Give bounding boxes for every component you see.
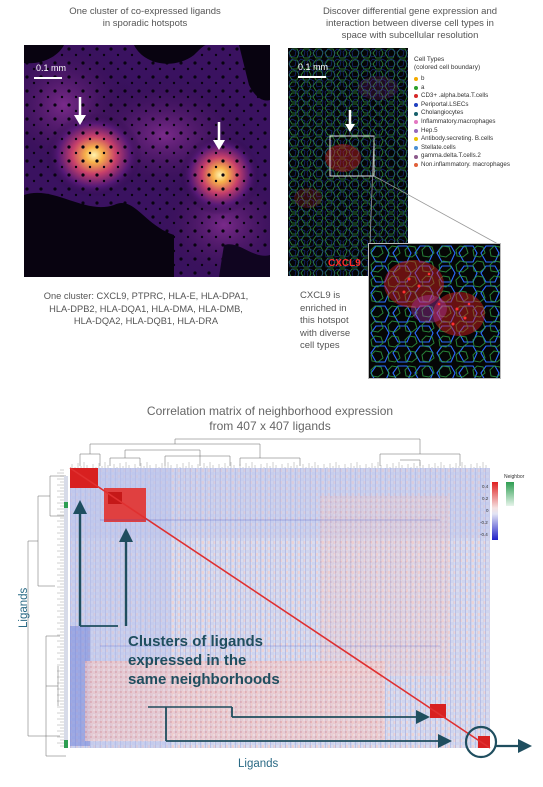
left-dendrogram: [27, 475, 66, 757]
legend-swatch: [414, 85, 418, 90]
colorbar: [492, 482, 498, 540]
row-annotation-bar: [64, 476, 68, 748]
colorbar-tick-3: 0: [486, 508, 489, 513]
left-dendrogram-ticks: [57, 469, 64, 747]
hotspot-caption-line-2: in sporadic hotspots: [102, 18, 188, 29]
legend-item: Antibody.secreting. B.cells: [414, 135, 540, 144]
legend-label: Hep.5: [421, 126, 438, 134]
cluster-text-line-1: One cluster: CXCL9, PTPRC, HLA-E, HLA-DP…: [43, 291, 249, 301]
celltype-caption-line-1: Discover differential gene expression an…: [322, 6, 498, 17]
legend-label: Antibody.secreting. B.cells: [421, 135, 494, 143]
cluster-text-line-2: HLA-DPB2, HLA-DQA1, HLA-DMA, HLA-DMB,: [49, 303, 243, 314]
row-annotation-mark: [64, 502, 68, 508]
row-annotation-mark-bottom: [64, 740, 68, 748]
legend-swatch: [414, 163, 418, 168]
celltype-caption: Discover differential gene expression an…: [290, 6, 530, 42]
matrix-title-line-1: Correlation matrix of neighborhood expre…: [146, 404, 394, 418]
colorbar-tick-5: -0.4: [480, 532, 488, 537]
colorbar-title: Neighbor: [504, 474, 525, 480]
cluster-text: One cluster: CXCL9, PTPRC, HLA-E, HLA-DP…: [20, 290, 272, 328]
celltype-map-image: 0.1 mm CXCL9: [288, 48, 408, 276]
legend-item: Inflammatory.macrophages: [414, 118, 540, 127]
legend-swatch: [414, 77, 418, 82]
legend-label: gamma.delta.T.cells.2: [421, 152, 481, 160]
celltype-map-graphic: [288, 48, 408, 276]
legend-item: b: [414, 75, 540, 84]
scale-label: 0.1 mm: [36, 63, 67, 73]
hotspot-heatmap-image: 0.1 mm: [24, 45, 270, 277]
callout-arrows: [73, 500, 532, 759]
legend-list: b a CD3+ .alpha.beta.T.cells Periportal.LSE…: [414, 75, 540, 170]
matrix-title-line-2: from 407 x 407 ligands: [209, 419, 331, 433]
legend-title-line-2: (colored cell boundary): [414, 64, 481, 71]
legend-title-line-1: Cell Types: [414, 56, 445, 63]
legend-item: Periportal.LSECs: [414, 101, 540, 110]
correlation-matrix: Neighbor 0.4 0.2 0 -0.2 -0.4: [27, 438, 532, 759]
top-dendrogram-ticks: [71, 462, 487, 468]
legend-label: Non.inflammatory. macrophages: [421, 160, 510, 168]
celltype-scale-label: 0.1 mm: [298, 62, 329, 72]
colorbar-tick-4: -0.2: [480, 520, 488, 525]
legend-label: a: [421, 83, 425, 91]
legend-item: a: [414, 84, 540, 93]
enriched-text-line-5: cell types: [300, 340, 340, 351]
legend-swatch: [414, 137, 418, 142]
callout-line-3: same neighborhoods: [128, 671, 280, 688]
hotspot-caption: One cluster of co-expressed ligands in s…: [20, 6, 270, 30]
enriched-text: CXCL9 is enriched in this hotspot with d…: [300, 290, 364, 353]
hotspot-heatmap-graphic: [24, 45, 270, 277]
legend-swatch: [414, 120, 418, 125]
neighbor-colorbar: [506, 482, 514, 506]
celltype-caption-line-3: space with subcellular resolution: [341, 30, 479, 41]
legend-swatch: [414, 103, 418, 108]
hotspot-arrows: [74, 97, 225, 150]
legend-swatch: [414, 146, 418, 151]
legend-swatch: [414, 128, 418, 133]
celltype-legend: Cell Types (colored cell boundary) b a CD3…: [414, 56, 540, 170]
celltype-zoom-image: [368, 243, 501, 379]
x-axis-label: Ligands: [238, 758, 279, 770]
celltype-scale-bar: [298, 76, 326, 78]
legend-swatch: [414, 111, 418, 116]
legend-label: Periportal.LSECs: [421, 100, 469, 108]
legend-swatch: [414, 154, 418, 159]
legend-label: Cholangiocytes: [421, 109, 464, 117]
matrix-heatmap: [69, 467, 491, 749]
enriched-text-line-2: enriched in: [300, 302, 347, 314]
callout-line-2: expressed in the: [128, 652, 247, 669]
legend-label: Stellate.cells: [421, 143, 456, 151]
legend-swatch: [414, 94, 418, 99]
celltype-caption-line-2: interaction between diverse cell types i…: [326, 18, 494, 29]
cluster-text-line-3: HLA-DQA2, HLA-DQB1, HLA-DRA: [73, 316, 219, 326]
callout-line-1: Clusters of ligands: [128, 633, 264, 650]
enriched-text-line-3: this hotspot: [300, 315, 349, 326]
legend-item: Stellate.cells: [414, 144, 540, 153]
legend-item: CD3+ .alpha.beta.T.cells: [414, 92, 540, 101]
celltype-zoom-graphic: [369, 244, 500, 378]
enriched-text-line-4: with diverse: [300, 327, 351, 339]
callout-text: Clusters of ligands expressed in the sam…: [128, 632, 328, 689]
matrix-title: Correlation matrix of neighborhood expre…: [60, 404, 480, 434]
legend-item: Non.inflammatory. macrophages: [414, 161, 540, 170]
hotspot-caption-line-1: One cluster of co-expressed ligands: [69, 6, 221, 17]
y-axis-label: Ligands: [18, 587, 30, 628]
enriched-text-line-1: CXCL9 is: [300, 290, 341, 301]
zoom-connector-lines: [369, 135, 499, 245]
legend-label: b: [421, 75, 425, 82]
legend-label: CD3+ .alpha.beta.T.cells: [421, 92, 489, 100]
legend-label: Inflammatory.macrophages: [421, 117, 496, 125]
colorbar-tick-1: 0.4: [482, 484, 489, 489]
legend-item: Hep.5: [414, 127, 540, 136]
celltype-arrow: [345, 110, 355, 132]
top-dendrogram: [79, 438, 461, 466]
legend-item: gamma.delta.T.cells.2: [414, 152, 540, 161]
legend-item: Cholangiocytes: [414, 109, 540, 118]
colorbar-tick-2: 0.2: [482, 496, 489, 501]
gene-label: CXCL9: [328, 258, 361, 269]
scale-bar: [34, 77, 62, 79]
